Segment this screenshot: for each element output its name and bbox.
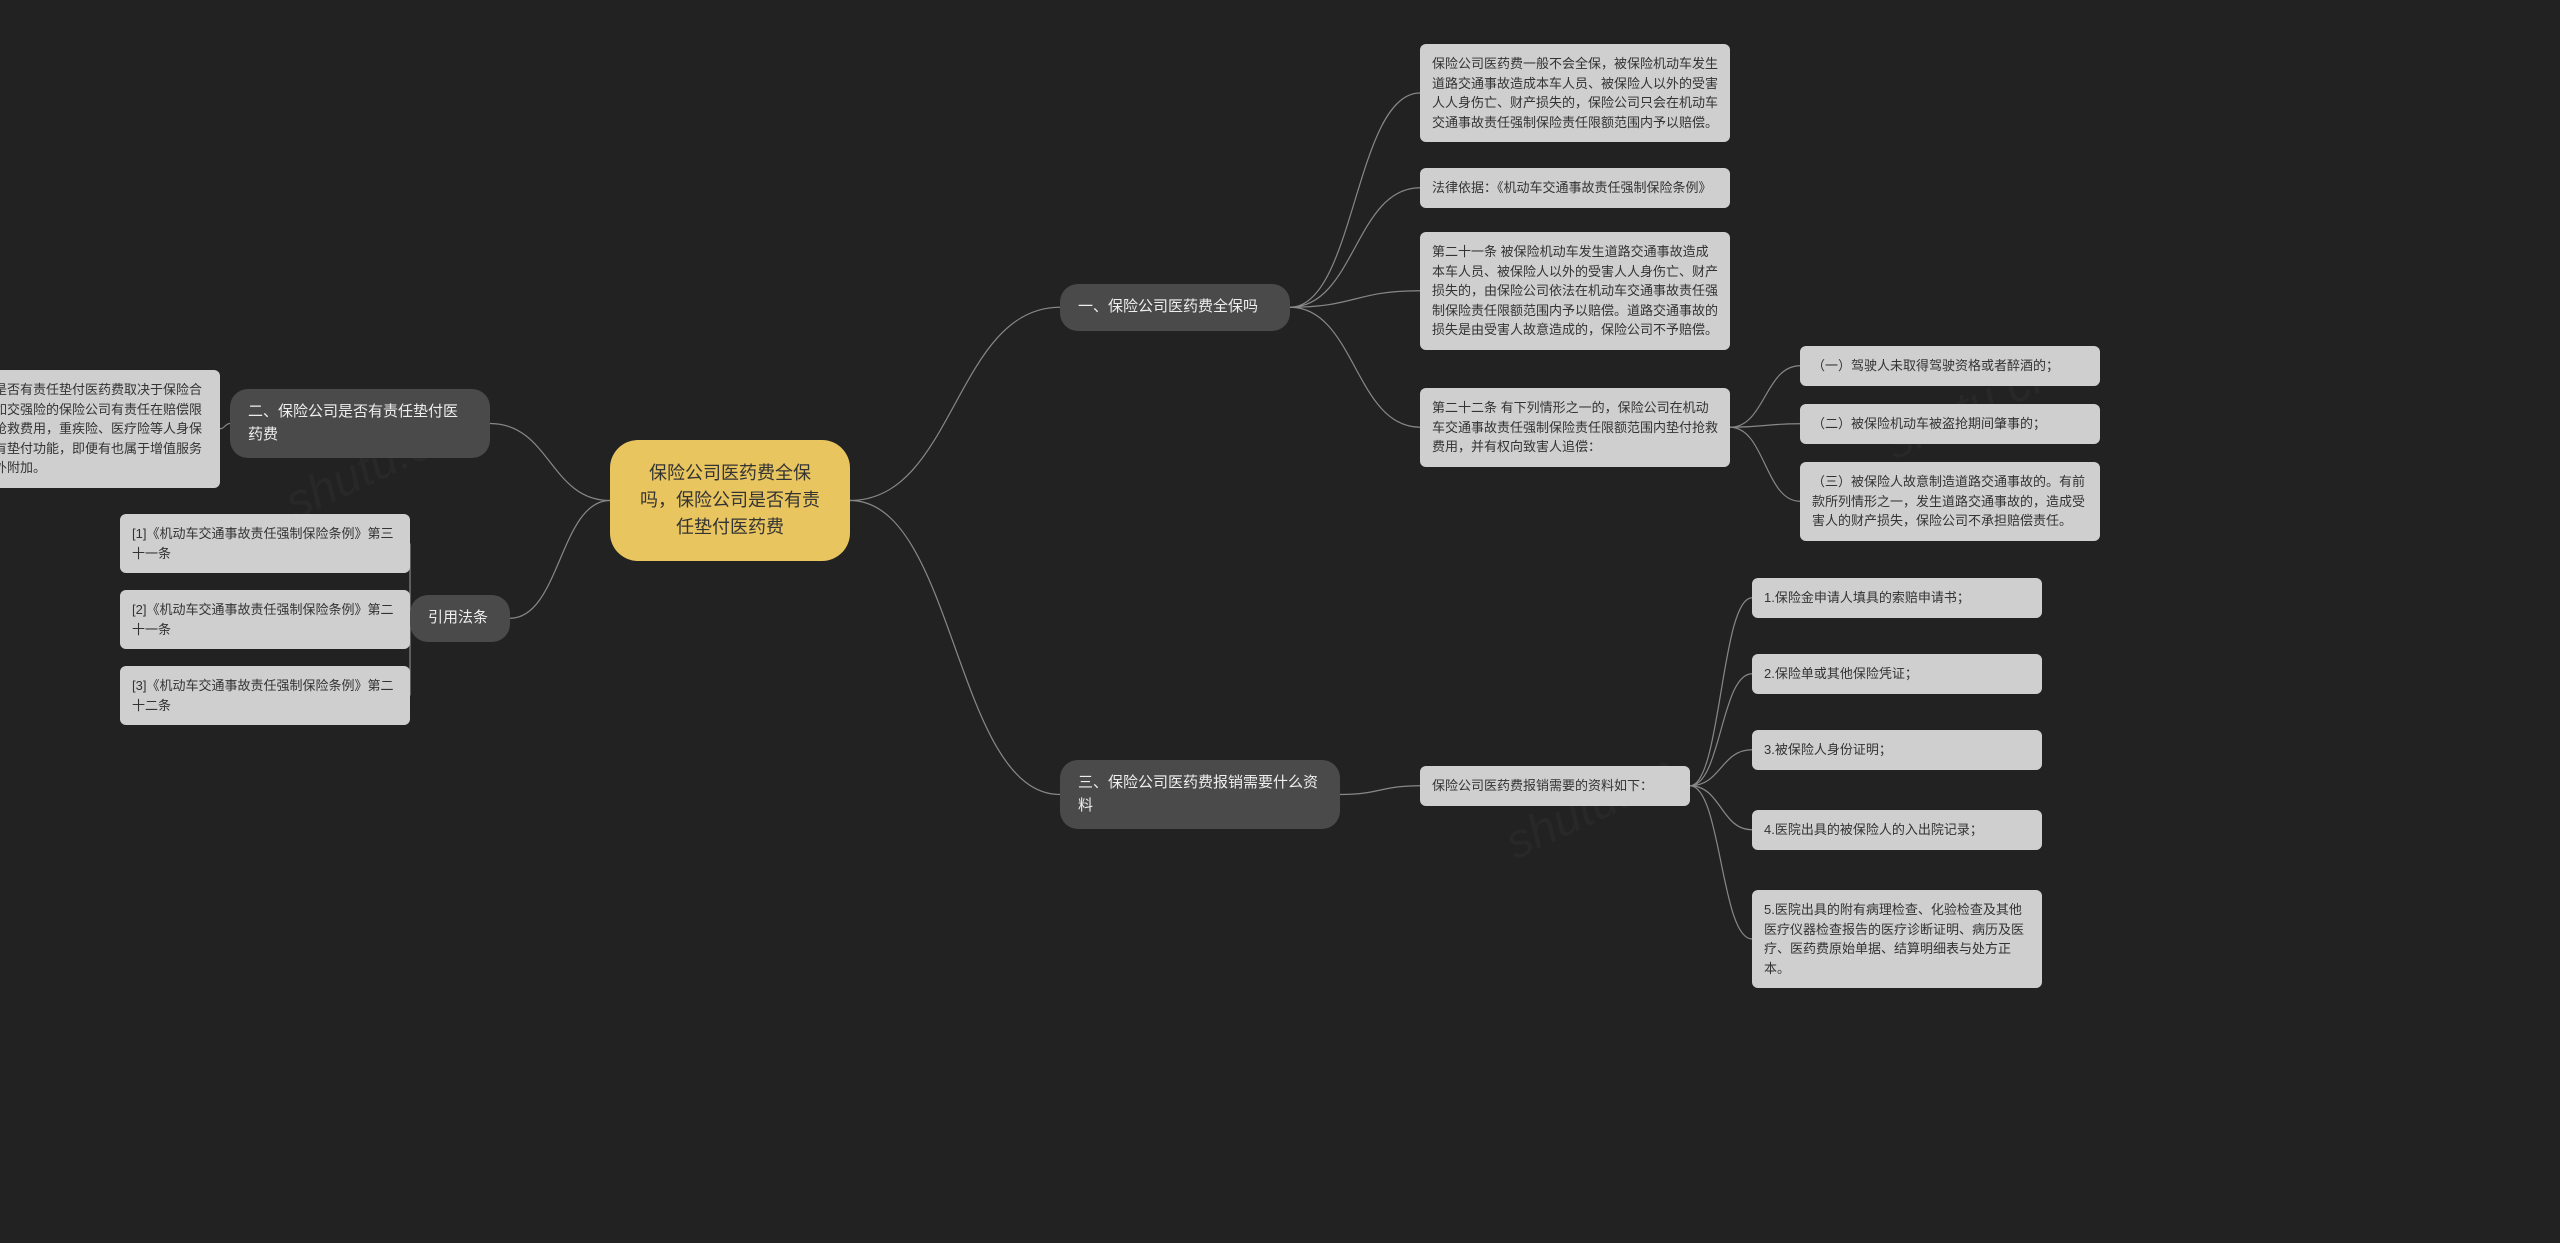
- branch-4-citations[interactable]: 引用法条: [410, 595, 510, 642]
- leaf-b3-1-5[interactable]: 5.医院出具的附有病理检查、化验检查及其他医疗仪器检查报告的医疗诊断证明、病历及…: [1752, 890, 2042, 988]
- leaf-b1-3[interactable]: 第二十一条 被保险机动车发生道路交通事故造成本车人员、被保险人以外的受害人人身伤…: [1420, 232, 1730, 350]
- leaf-b3-1[interactable]: 保险公司医药费报销需要的资料如下：: [1420, 766, 1690, 806]
- branch-1[interactable]: 一、保险公司医药费全保吗: [1060, 284, 1290, 331]
- leaf-b4-3[interactable]: [3]《机动车交通事故责任强制保险条例》第二十二条: [120, 666, 410, 725]
- leaf-b1-4-3[interactable]: （三）被保险人故意制造道路交通事故的。有前款所列情形之一，发生道路交通事故的，造…: [1800, 462, 2100, 541]
- leaf-b3-1-2[interactable]: 2.保险单或其他保险凭证；: [1752, 654, 2042, 694]
- leaf-b1-4[interactable]: 第二十二条 有下列情形之一的，保险公司在机动车交通事故责任强制保险责任限额范围内…: [1420, 388, 1730, 467]
- leaf-b3-1-1[interactable]: 1.保险金申请人填具的索赔申请书；: [1752, 578, 2042, 618]
- leaf-b1-1[interactable]: 保险公司医药费一般不会全保，被保险机动车发生道路交通事故造成本车人员、被保险人以…: [1420, 44, 1730, 142]
- root-node[interactable]: 保险公司医药费全保吗，保险公司是否有责任垫付医药费: [610, 440, 850, 561]
- leaf-b4-2[interactable]: [2]《机动车交通事故责任强制保险条例》第二十一条: [120, 590, 410, 649]
- leaf-b4-1[interactable]: [1]《机动车交通事故责任强制保险条例》第三十一条: [120, 514, 410, 573]
- leaf-b2-1[interactable]: 保险公司是否有责任垫付医药费取决于保险合同约定，如交强险的保险公司有责任在赔偿限…: [0, 370, 220, 488]
- branch-3[interactable]: 三、保险公司医药费报销需要什么资料: [1060, 760, 1340, 829]
- branch-2[interactable]: 二、保险公司是否有责任垫付医药费: [230, 389, 490, 458]
- leaf-b3-1-3[interactable]: 3.被保险人身份证明；: [1752, 730, 2042, 770]
- leaf-b1-4-1[interactable]: （一）驾驶人未取得驾驶资格或者醉酒的；: [1800, 346, 2100, 386]
- watermark: shutu.cn: [1497, 744, 1685, 871]
- leaf-b3-1-4[interactable]: 4.医院出具的被保险人的入出院记录；: [1752, 810, 2042, 850]
- leaf-b1-4-2[interactable]: （二）被保险机动车被盗抢期间肇事的；: [1800, 404, 2100, 444]
- leaf-b1-2[interactable]: 法律依据：《机动车交通事故责任强制保险条例》: [1420, 168, 1730, 208]
